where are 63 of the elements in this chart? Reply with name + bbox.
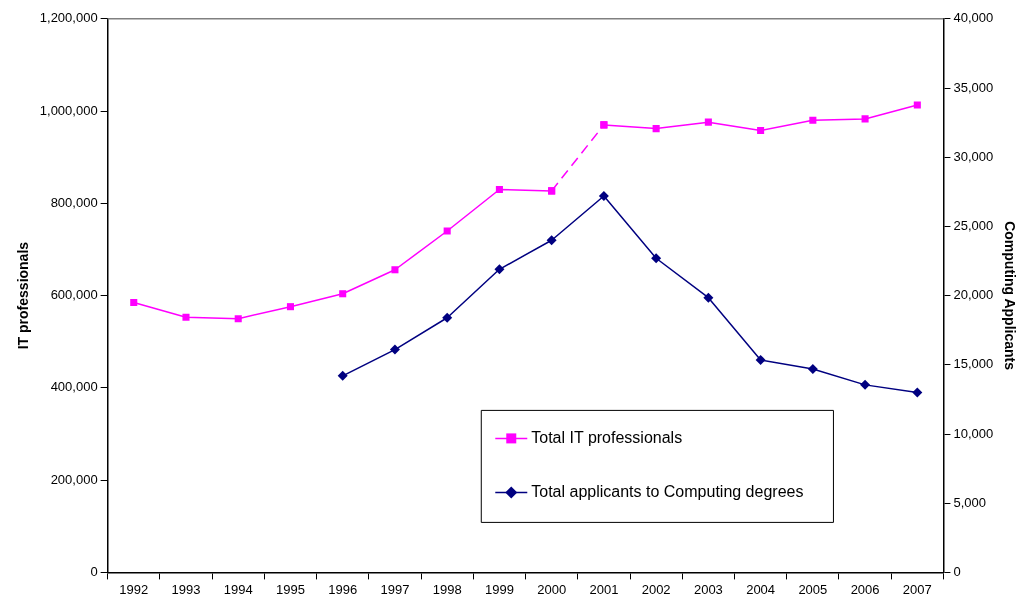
point	[548, 187, 556, 195]
y-tick-label: 400,000	[50, 379, 98, 395]
point	[442, 312, 453, 323]
point	[861, 115, 869, 123]
y-tick-label: 0	[90, 563, 98, 579]
point	[809, 116, 817, 124]
y2-tick-label: 10,000	[953, 425, 994, 441]
y2-tick-label: 40,000	[953, 10, 994, 26]
x-tick-label: 2003	[693, 581, 723, 597]
y-tick-label: 800,000	[50, 194, 98, 210]
x-tick-label: 2005	[798, 581, 828, 597]
point	[130, 298, 138, 307]
point	[860, 379, 871, 390]
y2-tick-label: 35,000	[953, 79, 994, 95]
x-tick-label: 2001	[589, 581, 619, 597]
x-tick-label: 1998	[432, 581, 462, 597]
y2-tick-label: 5,000	[953, 494, 986, 510]
x-tick-label: 2006	[850, 581, 880, 597]
y2-tick-label: 15,000	[953, 356, 994, 372]
legend-label: Total IT professionals	[531, 428, 683, 446]
point	[391, 266, 399, 274]
x-tick-label: 1996	[328, 581, 358, 597]
x-tick-label: 2004	[746, 581, 776, 597]
point	[755, 354, 766, 365]
y-tick-label: 600,000	[50, 287, 98, 303]
point	[913, 101, 921, 109]
legend-label: Total applicants to Computing degrees	[531, 482, 804, 500]
point	[234, 315, 242, 323]
point	[389, 344, 400, 355]
point	[546, 235, 557, 246]
point	[704, 118, 712, 126]
point	[652, 125, 660, 133]
y-tick-label: 200,000	[50, 471, 98, 487]
y2-tick-label: 20,000	[953, 287, 994, 303]
point	[182, 313, 190, 321]
point	[337, 370, 348, 381]
x-tick-label: 1997	[380, 581, 410, 597]
x-tick-label: 1994	[223, 581, 253, 597]
point	[598, 190, 609, 201]
x-tick-label: 2007	[902, 581, 932, 597]
point	[286, 303, 294, 311]
y-tick-label: 1,200,000	[39, 10, 98, 26]
point	[703, 292, 714, 303]
point	[912, 387, 923, 398]
x-tick-label: 1999	[484, 581, 514, 597]
x-tick-label: 2002	[641, 581, 671, 597]
y2-tick-label: 30,000	[953, 148, 994, 164]
y-axis-title: IT professionals	[15, 241, 32, 350]
point	[494, 264, 505, 275]
point	[807, 363, 818, 374]
x-tick-label: 1995	[276, 581, 305, 597]
y2-tick-label: 25,000	[953, 217, 994, 233]
y2-axis-title: Computing Applicants	[1001, 221, 1018, 371]
point	[651, 253, 662, 264]
point	[495, 185, 503, 194]
x-tick-label: 2000	[537, 581, 567, 597]
x-tick-label: 1992	[119, 581, 149, 597]
point	[339, 290, 347, 298]
y-tick-label: 1,000,000	[39, 102, 98, 118]
point	[757, 126, 765, 134]
point	[443, 227, 451, 235]
x-tick-label: 1993	[171, 581, 201, 597]
y2-tick-label: 0	[953, 563, 961, 579]
